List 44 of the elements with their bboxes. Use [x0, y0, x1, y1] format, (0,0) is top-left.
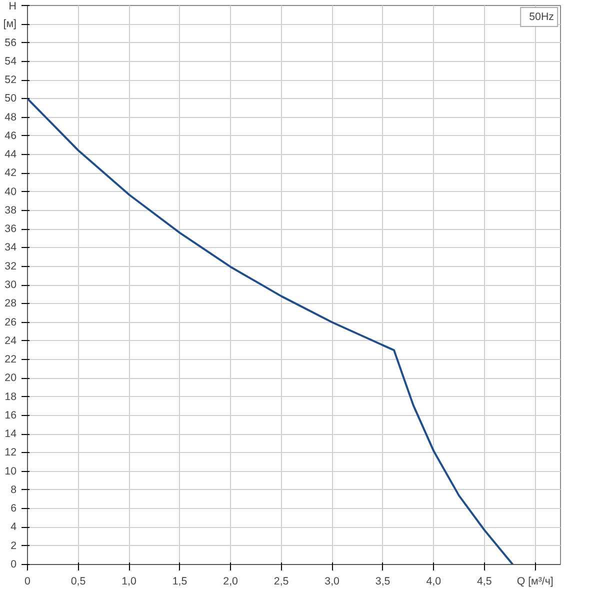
y-tick-label: 10 — [4, 465, 17, 478]
y-tick-label: 44 — [4, 148, 17, 161]
y-tick-label: [м] — [3, 18, 17, 30]
y-tick-label: H — [8, 0, 17, 12]
y-tick-label: 36 — [4, 223, 17, 236]
y-tick-label: 0 — [10, 558, 17, 570]
y-tick-label: 42 — [4, 167, 17, 180]
y-tick-label: 48 — [4, 111, 17, 124]
x-tick-label: 4,0 — [426, 576, 442, 588]
x-tick-label: 1,0 — [122, 576, 137, 588]
y-tick-label: 32 — [4, 260, 17, 272]
y-tick-label: 6 — [10, 502, 17, 515]
y-tick-label: 34 — [4, 242, 17, 254]
y-tick-label: 26 — [4, 316, 17, 328]
y-tick-label: 50 — [4, 92, 17, 105]
x-tick-label: 4,5 — [476, 576, 492, 588]
x-tick-label: 1,5 — [172, 576, 188, 588]
y-tick-label: 2 — [10, 540, 17, 552]
x-tick-label: 0 — [24, 576, 31, 588]
x-tick-label: 2,0 — [223, 576, 238, 588]
x-tick-label: Q [м³/ч] — [516, 576, 554, 588]
y-tick-label: 20 — [4, 372, 17, 384]
y-tick-label: 14 — [4, 428, 17, 440]
y-tick-label: 38 — [4, 204, 17, 216]
y-tick-label: 30 — [4, 279, 17, 291]
y-tick-label: 56 — [4, 36, 17, 49]
x-tick-label: 3,0 — [324, 576, 340, 588]
y-tick-label: 16 — [4, 409, 17, 422]
text: 50Hz — [529, 11, 554, 23]
y-tick-label: 46 — [4, 130, 17, 142]
x-tick-label: 3,5 — [375, 576, 390, 588]
x-tick-label: 2,5 — [274, 576, 289, 588]
y-tick-label: 52 — [4, 74, 17, 86]
y-tick-label: 12 — [4, 446, 17, 459]
y-tick-label: 40 — [4, 186, 17, 198]
y-tick-label: 22 — [4, 354, 17, 366]
y-tick-label: 18 — [4, 390, 17, 403]
y-tick-label: 4 — [10, 521, 17, 534]
line-series — [28, 98, 514, 564]
x-tick-label: 0,5 — [70, 576, 86, 588]
y-tick-label: 24 — [4, 334, 17, 347]
y-tick-label: 54 — [4, 55, 17, 68]
y-tick-label: 8 — [10, 484, 17, 496]
y-tick-label: 28 — [4, 298, 17, 310]
